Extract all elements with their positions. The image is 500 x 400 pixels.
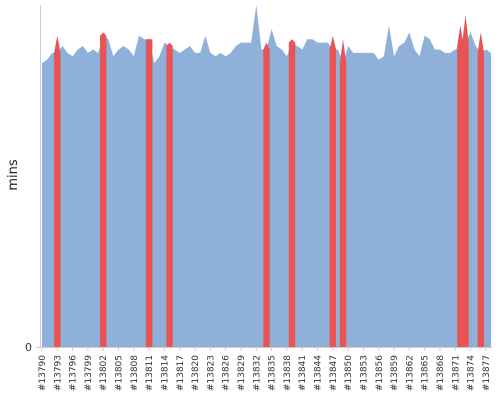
highlight-bar-6 — [329, 35, 337, 347]
highlight-bar-9 — [462, 15, 469, 347]
x-tick-label-15: #13835 — [268, 355, 278, 391]
x-tick-label-26: #13868 — [436, 355, 446, 391]
x-tick-label-19: #13847 — [329, 355, 339, 391]
plot-area — [42, 5, 491, 348]
x-tick-label-0: #13790 — [38, 355, 48, 391]
x-tick-label-24: #13862 — [405, 355, 415, 391]
highlight-bar-8 — [457, 25, 464, 348]
x-tick-label-14: #13832 — [252, 355, 262, 391]
x-tick-label-13: #13829 — [237, 355, 247, 391]
x-tick-label-12: #13826 — [222, 355, 232, 391]
x-tick-label-21: #13853 — [359, 355, 369, 391]
x-tick-label-4: #13802 — [99, 355, 109, 391]
x-tick-label-25: #13865 — [421, 355, 431, 391]
x-tick-label-6: #13808 — [130, 355, 140, 391]
highlight-bar-1 — [100, 32, 107, 348]
highlight-bar-4 — [263, 42, 270, 348]
x-tick-label-8: #13814 — [160, 355, 170, 391]
x-ticks: #13790 #13793 #13796 #13799 #13802 #13805 #138… — [38, 347, 492, 391]
highlight-bar-10 — [477, 32, 484, 348]
highlight-bar-0 — [54, 35, 61, 347]
x-tick-label-22: #13856 — [375, 355, 385, 391]
x-tick-label-16: #13838 — [283, 355, 293, 391]
x-tick-label-11: #13823 — [206, 355, 216, 391]
x-tick-label-23: #13859 — [390, 355, 400, 391]
y-axis-label: mins — [6, 159, 21, 191]
x-tick-label-2: #13796 — [69, 355, 79, 391]
x-tick-label-7: #13811 — [145, 355, 155, 391]
highlight-bar-7 — [339, 39, 347, 347]
x-tick-label-27: #13871 — [451, 355, 461, 391]
highlight-bar-2 — [145, 39, 153, 347]
y-ticks: 0 — [25, 341, 40, 354]
x-tick-label-20: #13850 — [344, 355, 354, 391]
x-tick-label-17: #13841 — [298, 355, 308, 391]
x-tick-label-10: #13820 — [191, 355, 201, 391]
x-tick-label-1: #13793 — [53, 355, 63, 391]
x-tick-label-28: #13874 — [467, 355, 477, 391]
x-tick-label-9: #13817 — [176, 355, 186, 391]
y-tick-label-0: 0 — [25, 341, 32, 354]
highlight-bar-5 — [288, 39, 296, 347]
x-tick-label-18: #13844 — [314, 355, 324, 391]
highlight-bar-3 — [166, 42, 173, 348]
x-tick-label-3: #13799 — [84, 355, 94, 391]
x-tick-label-5: #13805 — [115, 355, 125, 391]
x-tick-label-29: #13877 — [482, 355, 492, 391]
